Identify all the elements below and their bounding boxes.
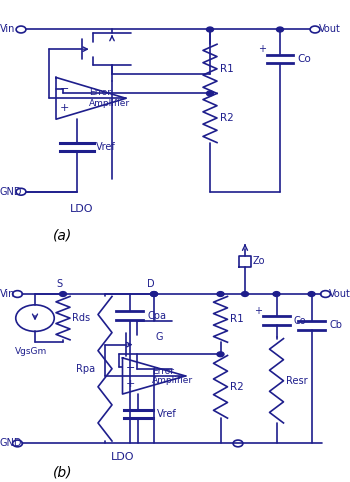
Text: Vout: Vout xyxy=(318,25,340,35)
Text: Vin: Vin xyxy=(0,289,15,299)
Text: R1: R1 xyxy=(220,64,233,74)
Text: Resr: Resr xyxy=(286,376,308,386)
Text: Rds: Rds xyxy=(72,313,90,323)
Text: R2: R2 xyxy=(230,382,244,392)
Text: D: D xyxy=(147,280,154,289)
Text: Vref: Vref xyxy=(96,142,116,152)
Circle shape xyxy=(217,292,224,296)
Text: G: G xyxy=(156,333,163,342)
Circle shape xyxy=(273,292,280,296)
Text: Rpa: Rpa xyxy=(76,364,95,374)
Text: Amplifier: Amplifier xyxy=(89,99,130,108)
Circle shape xyxy=(241,292,248,296)
Circle shape xyxy=(206,27,214,32)
Circle shape xyxy=(217,352,224,357)
Text: Error: Error xyxy=(152,367,174,376)
Text: VgsGm: VgsGm xyxy=(15,348,48,356)
Text: Cpa: Cpa xyxy=(147,311,166,321)
Text: Vin: Vin xyxy=(0,25,15,35)
Text: GND: GND xyxy=(0,439,22,448)
Text: Co: Co xyxy=(298,54,311,64)
Text: Vref: Vref xyxy=(156,409,176,419)
Text: R2: R2 xyxy=(220,113,233,123)
Text: LDO: LDO xyxy=(111,452,134,462)
Text: Cb: Cb xyxy=(329,321,342,330)
Text: Zo: Zo xyxy=(253,256,265,267)
Text: LDO: LDO xyxy=(70,204,93,214)
Text: −: − xyxy=(126,363,135,373)
Text: (b): (b) xyxy=(53,465,73,480)
Text: −: − xyxy=(60,84,70,94)
Text: Vout: Vout xyxy=(329,289,350,299)
Text: Error: Error xyxy=(89,88,111,97)
Text: R1: R1 xyxy=(230,314,244,324)
Circle shape xyxy=(150,292,158,296)
Text: Co: Co xyxy=(294,316,307,325)
Text: +: + xyxy=(126,379,135,389)
Text: (a): (a) xyxy=(53,229,73,243)
Circle shape xyxy=(150,292,158,296)
Circle shape xyxy=(276,27,284,32)
Text: GND: GND xyxy=(0,187,22,197)
Circle shape xyxy=(308,292,315,296)
Text: S: S xyxy=(56,280,63,289)
Circle shape xyxy=(206,91,214,96)
Text: +: + xyxy=(254,306,262,316)
Circle shape xyxy=(60,292,66,296)
Text: Amplifier: Amplifier xyxy=(152,376,193,385)
Text: +: + xyxy=(258,44,266,54)
Text: +: + xyxy=(60,103,70,113)
